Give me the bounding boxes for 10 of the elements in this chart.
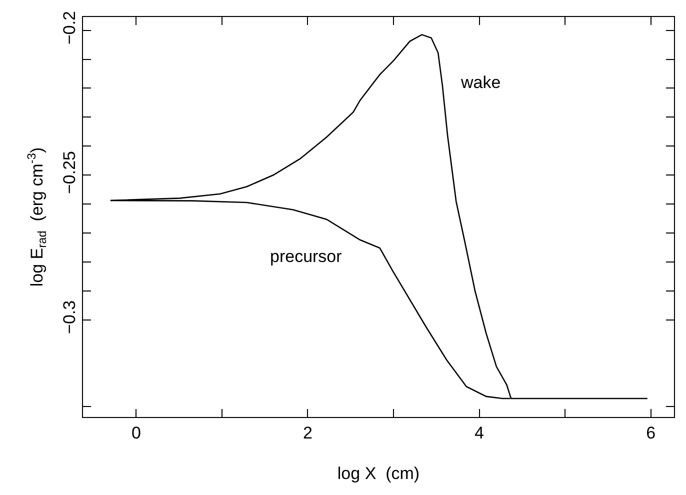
annotation: precursor bbox=[270, 247, 342, 266]
y-tick-label: −0.2 bbox=[60, 10, 80, 45]
y-tick-label: −0.3 bbox=[60, 300, 80, 334]
x-tick-label: 2 bbox=[302, 424, 312, 443]
x-axis-title: log X (cm) bbox=[337, 464, 420, 483]
x-tick-label: 4 bbox=[474, 424, 484, 443]
annotation: wake bbox=[460, 73, 501, 92]
x-tick-label: 6 bbox=[646, 424, 656, 443]
y-tick-label: −0.25 bbox=[60, 150, 80, 194]
x-tick-label: 0 bbox=[131, 424, 141, 443]
